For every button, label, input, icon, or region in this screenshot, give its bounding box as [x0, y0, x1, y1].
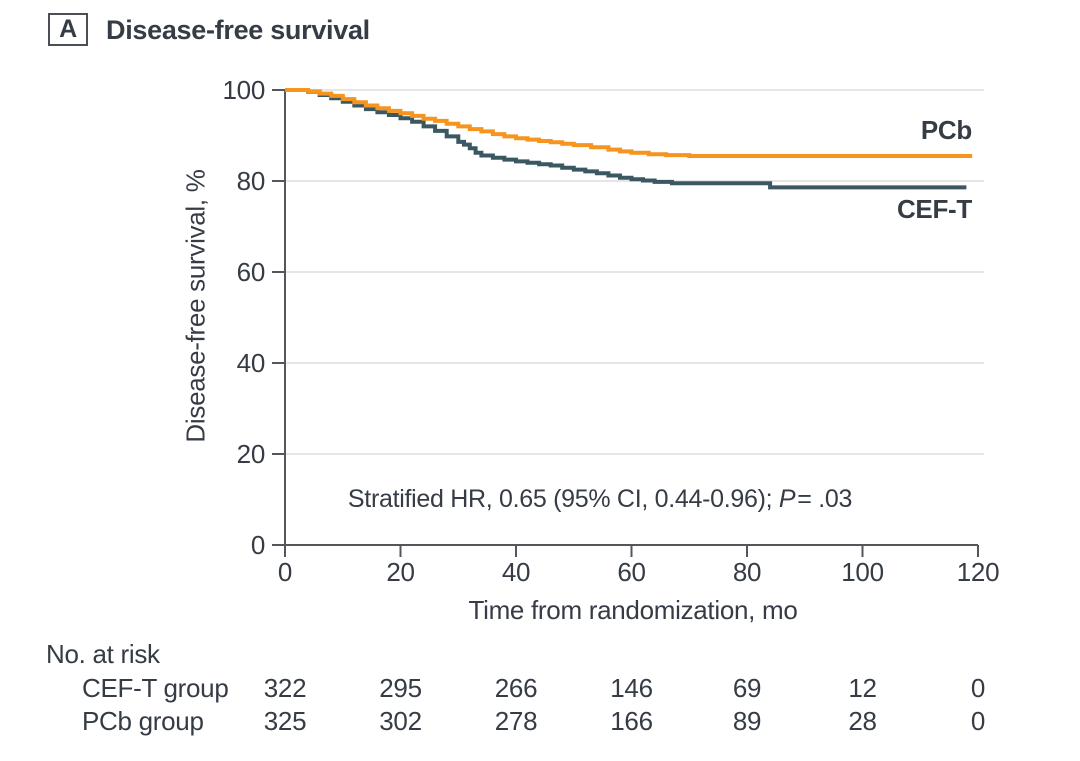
survival-curve-pcb — [285, 88, 973, 158]
panel-letter: A — [59, 15, 77, 43]
risk-row-label-cef-t: CEF-T group — [82, 673, 229, 703]
series-label-pcb: PCb — [920, 115, 972, 145]
risk-value-cef-t-group-t100: 12 — [848, 673, 877, 703]
hr-annotation: Stratified HR, 0.65 (95% CI, 0.44-0.96);… — [348, 485, 852, 514]
x-tick-label-100: 100 — [841, 557, 884, 587]
panel-letter-box: A — [48, 13, 88, 46]
risk-value-cef-t-group-t40: 266 — [494, 673, 538, 703]
x-axis-label: Time from randomization, mo — [468, 595, 798, 625]
panel-title: Disease-free survival — [106, 15, 370, 45]
risk-value-pcb-group-t40: 278 — [494, 706, 538, 736]
y-tick-label-60: 60 — [236, 257, 266, 287]
x-tick-label-80: 80 — [732, 557, 762, 587]
survival-chart-canvas — [272, 88, 984, 557]
x-tick-label-120: 120 — [956, 557, 1000, 587]
risk-value-pcb-group-t0: 325 — [263, 706, 307, 736]
y-tick-label-80: 80 — [236, 166, 266, 196]
y-tick-label-40: 40 — [236, 348, 266, 378]
risk-row-label-pcb: PCb group — [82, 706, 204, 736]
risk-value-pcb-group-t80: 89 — [732, 706, 762, 736]
risk-value-cef-t-group-t120: 0 — [970, 673, 986, 703]
risk-table-title: No. at risk — [46, 639, 160, 669]
x-tick-label-40: 40 — [501, 557, 531, 587]
risk-value-cef-t-group-t0: 322 — [263, 673, 307, 703]
risk-value-cef-t-group-t20: 295 — [379, 673, 422, 703]
risk-value-pcb-group-t120: 0 — [970, 706, 986, 736]
series-label-cef-t: CEF-T — [896, 194, 972, 224]
y-axis-label: Disease-free survival, % — [180, 169, 211, 443]
hr-annotation-text: Stratified HR, 0.65 (95% CI, 0.44-0.96); — [347, 485, 779, 513]
risk-value-cef-t-group-t80: 69 — [732, 673, 762, 703]
survival-curve-cef-t — [285, 88, 967, 190]
p-value-text: = .03 — [797, 485, 853, 513]
x-tick-label-20: 20 — [386, 557, 415, 587]
x-tick-label-60: 60 — [617, 557, 646, 587]
risk-value-pcb-group-t60: 166 — [610, 706, 653, 736]
risk-value-pcb-group-t20: 302 — [379, 706, 422, 736]
x-tick-label-0: 0 — [277, 557, 293, 587]
y-tick-label-100: 100 — [222, 75, 266, 105]
risk-value-cef-t-group-t60: 146 — [610, 673, 653, 703]
y-tick-label-20: 20 — [236, 439, 266, 469]
y-tick-label-0: 0 — [250, 530, 265, 560]
p-value-symbol: P — [778, 485, 796, 513]
risk-value-pcb-group-t100: 28 — [848, 706, 877, 736]
